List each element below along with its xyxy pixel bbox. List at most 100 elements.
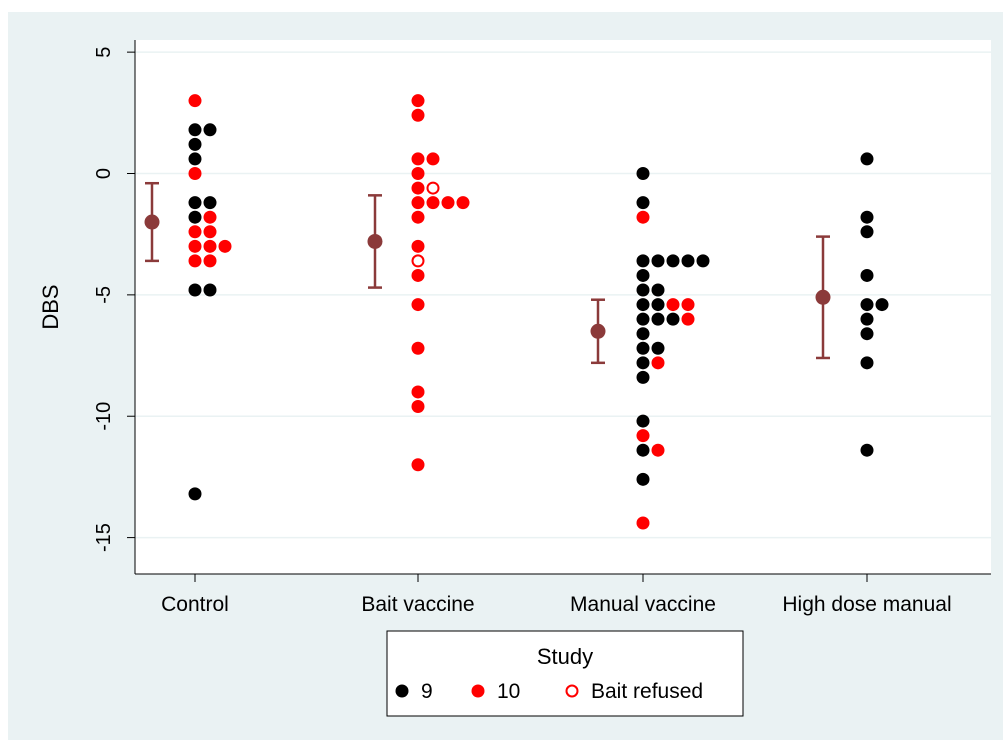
data-point	[636, 516, 650, 530]
y-tick-label: 0	[93, 168, 115, 179]
data-point	[203, 254, 217, 268]
data-point	[411, 458, 425, 472]
data-point	[411, 152, 425, 166]
data-point	[411, 341, 425, 355]
data-point	[411, 298, 425, 312]
legend-box	[386, 630, 744, 717]
data-point	[651, 254, 665, 268]
data-point	[203, 225, 217, 239]
data-point	[681, 312, 695, 326]
data-point	[203, 283, 217, 297]
data-point	[636, 341, 650, 355]
data-point	[188, 254, 202, 268]
axes-layer: 5 0 -5 -10 -15 Control Bait vaccine Manual vacc…	[93, 40, 991, 616]
data-point	[860, 312, 874, 326]
data-point	[651, 312, 665, 326]
legend-title: Study	[537, 644, 593, 669]
data-point	[681, 254, 695, 268]
points-layer	[188, 94, 889, 530]
data-point	[636, 414, 650, 428]
mean-marker	[815, 289, 831, 305]
data-point	[203, 196, 217, 210]
y-tick-label: -10	[93, 402, 115, 431]
data-point	[860, 356, 874, 370]
y-tick-label: -15	[93, 523, 115, 552]
mean-marker	[144, 214, 160, 230]
data-point	[860, 152, 874, 166]
data-point	[188, 225, 202, 239]
data-point	[666, 254, 680, 268]
y-axis-label: DBS	[38, 284, 63, 329]
mean-marker	[367, 233, 383, 249]
legend-label: 9	[421, 680, 433, 703]
x-tick-label: Bait vaccine	[361, 593, 474, 616]
data-point	[636, 254, 650, 268]
data-point	[636, 312, 650, 326]
data-point	[426, 181, 440, 195]
data-point	[636, 443, 650, 457]
data-point	[860, 210, 874, 224]
data-point	[651, 443, 665, 457]
data-point	[203, 239, 217, 253]
data-point	[411, 108, 425, 122]
data-point	[875, 298, 889, 312]
summary-layer	[144, 181, 831, 365]
data-point	[411, 239, 425, 253]
plot-area	[135, 40, 991, 574]
data-point	[188, 152, 202, 166]
data-point	[651, 283, 665, 297]
data-point	[696, 254, 710, 268]
data-point	[636, 167, 650, 180]
data-point	[411, 254, 425, 268]
data-point	[860, 298, 874, 312]
legend-marker	[395, 684, 409, 698]
data-point	[681, 298, 695, 312]
data-point	[860, 443, 874, 457]
data-point	[636, 370, 650, 384]
grid-layer	[135, 51, 991, 539]
legend-marker	[471, 684, 485, 698]
data-point	[636, 356, 650, 370]
data-point	[636, 472, 650, 486]
data-point	[188, 137, 202, 151]
data-point	[411, 196, 425, 210]
data-point	[411, 167, 425, 180]
data-point	[860, 268, 874, 282]
data-point	[651, 298, 665, 312]
data-point	[636, 429, 650, 443]
data-point	[636, 210, 650, 224]
y-tick-label: 5	[93, 47, 115, 58]
data-point	[860, 225, 874, 239]
x-tick-label: Manual vaccine	[570, 593, 716, 616]
data-point	[636, 283, 650, 297]
data-point	[411, 268, 425, 282]
data-point	[411, 94, 425, 108]
legend-label: 10	[497, 680, 520, 703]
data-point	[411, 385, 425, 399]
data-point	[441, 196, 455, 210]
x-tick-label: Control	[161, 593, 229, 616]
data-point	[188, 239, 202, 253]
data-point	[411, 400, 425, 414]
data-point	[203, 210, 217, 224]
data-point	[188, 94, 202, 108]
legend-label: Bait refused	[591, 680, 703, 703]
data-point	[188, 283, 202, 297]
y-tick-label: -5	[93, 286, 115, 304]
data-point	[651, 356, 665, 370]
data-point	[411, 181, 425, 195]
data-point	[188, 210, 202, 224]
data-point	[188, 487, 202, 501]
data-point	[636, 298, 650, 312]
data-point	[188, 196, 202, 210]
data-point	[203, 123, 217, 137]
data-point	[666, 298, 680, 312]
data-point	[411, 210, 425, 224]
data-point	[426, 152, 440, 166]
data-point	[188, 167, 202, 180]
data-point	[636, 268, 650, 282]
data-point	[860, 327, 874, 341]
data-point	[636, 196, 650, 210]
